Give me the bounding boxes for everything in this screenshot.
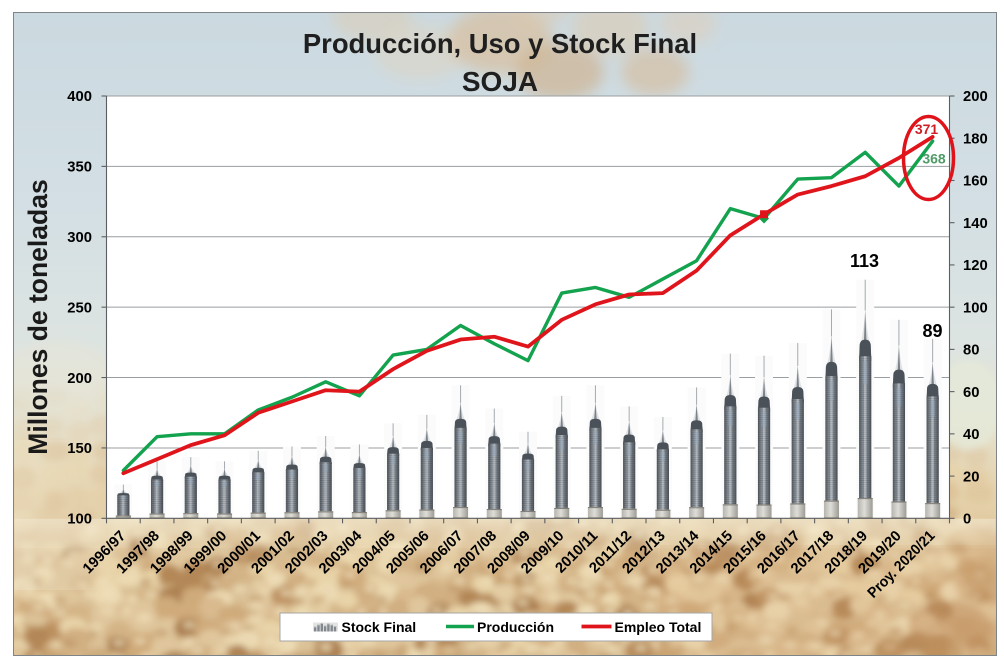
svg-text:180: 180 [963, 131, 988, 147]
svg-text:140: 140 [963, 216, 988, 232]
svg-text:400: 400 [67, 89, 92, 105]
svg-text:120: 120 [963, 258, 988, 274]
svg-text:89: 89 [922, 321, 942, 341]
svg-text:113: 113 [850, 251, 879, 271]
svg-text:250: 250 [67, 300, 92, 316]
svg-text:200: 200 [67, 371, 92, 387]
svg-text:371: 371 [915, 121, 939, 137]
svg-text:20: 20 [963, 469, 979, 485]
svg-text:SOJA: SOJA [462, 66, 538, 97]
svg-text:60: 60 [963, 385, 979, 401]
svg-text:Stock Final: Stock Final [342, 619, 417, 635]
svg-text:Empleo Total: Empleo Total [615, 619, 702, 635]
svg-text:300: 300 [67, 230, 92, 246]
svg-text:40: 40 [963, 427, 979, 443]
svg-text:160: 160 [963, 174, 988, 190]
svg-text:150: 150 [67, 441, 92, 457]
svg-text:350: 350 [67, 160, 92, 176]
svg-text:0: 0 [963, 512, 971, 528]
svg-text:100: 100 [67, 512, 92, 528]
svg-text:80: 80 [963, 343, 979, 359]
svg-text:Millones de toneladas: Millones de toneladas [23, 179, 53, 454]
svg-text:100: 100 [963, 300, 988, 316]
svg-text:200: 200 [963, 89, 988, 105]
svg-text:Producción: Producción [477, 619, 554, 635]
svg-text:Producción, Uso y Stock Final: Producción, Uso y Stock Final [303, 28, 697, 59]
svg-text:368: 368 [922, 151, 946, 167]
